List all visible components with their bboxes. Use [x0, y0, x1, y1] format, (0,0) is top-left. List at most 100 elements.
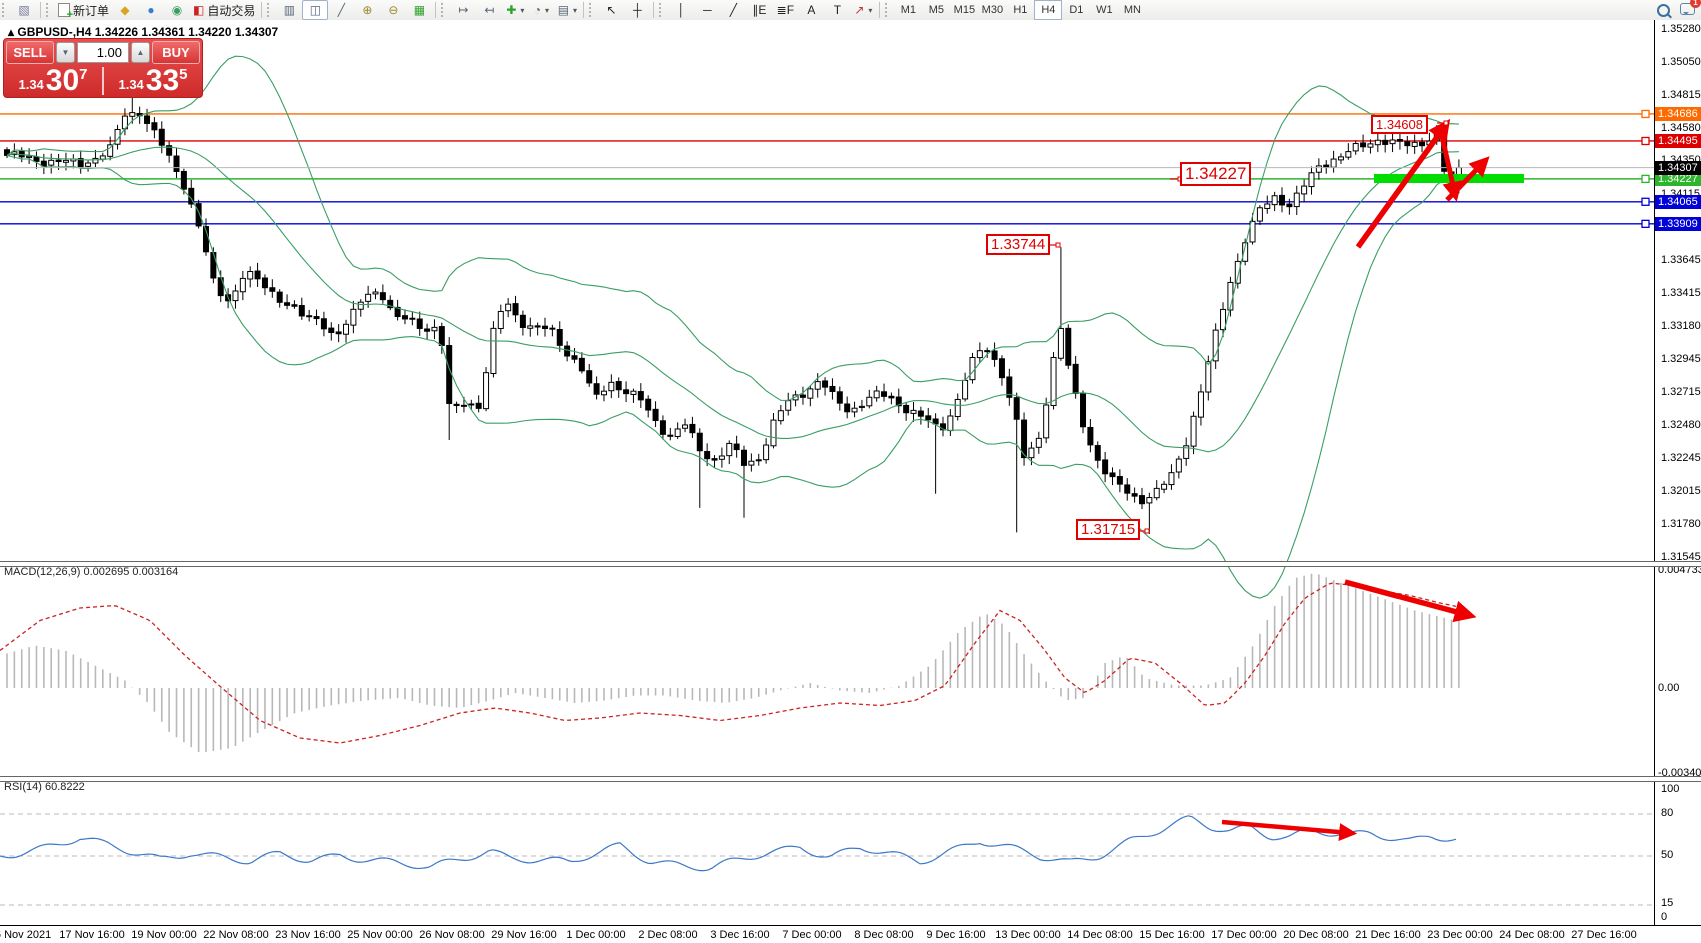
candle — [932, 418, 939, 425]
candle — [711, 458, 718, 461]
toolbar-grip[interactable] — [267, 3, 274, 17]
timeframe-h4[interactable]: H4 — [1034, 0, 1063, 20]
price-annotation-box[interactable]: 1.31715 — [1076, 519, 1141, 540]
text-label-button[interactable]: T — [824, 0, 850, 20]
zoom-out-icon: ⊖ — [388, 3, 399, 17]
time-axis-label: 13 Dec 00:00 — [995, 929, 1061, 941]
toolbar-grip[interactable] — [659, 3, 666, 17]
line-price-label: 1.33909 — [1655, 216, 1701, 231]
auto-scroll-button[interactable]: ↦ — [450, 0, 476, 20]
toolbar-grip[interactable] — [441, 3, 448, 17]
candle — [615, 381, 622, 391]
candle — [269, 287, 276, 292]
horizontal-line-button[interactable]: ─ — [694, 0, 720, 20]
rsi-line[interactable] — [0, 815, 1457, 872]
price-bounce-arrow[interactable] — [1445, 156, 1490, 202]
line-anchor-handle[interactable] — [1641, 109, 1650, 119]
bollinger-lower-band[interactable] — [6, 154, 1459, 599]
volume-up-button[interactable]: ▲ — [131, 42, 150, 63]
candle — [483, 372, 490, 410]
volume-input[interactable]: 1.00 — [77, 42, 129, 63]
search-icon[interactable] — [1657, 3, 1670, 17]
bar-chart-button[interactable]: ▥ — [276, 0, 302, 20]
templates-dropdown[interactable]: ▤ ▾ — [554, 0, 580, 20]
macd-signal-line[interactable] — [0, 582, 1457, 744]
crosshair-button[interactable]: ┼ — [624, 0, 650, 20]
notifications-button[interactable]: 1 — [1680, 0, 1701, 18]
candle — [1337, 156, 1344, 161]
sell-price[interactable]: 1.34 30 7 — [4, 66, 102, 96]
candle — [276, 291, 283, 303]
toolbar-grip[interactable] — [2, 3, 9, 17]
price-tick-label: 1.34580 — [1661, 121, 1701, 134]
sell-button[interactable]: SELL — [6, 41, 54, 64]
candle — [519, 314, 526, 328]
price-annotation-box[interactable]: 1.34608 — [1371, 115, 1428, 134]
price-up-arrow[interactable] — [1355, 118, 1451, 249]
line-price-label: 1.34227 — [1655, 171, 1701, 186]
buy-price[interactable]: 1.34 33 5 — [104, 66, 202, 96]
tile-windows-button[interactable]: ▦ — [406, 0, 432, 20]
candle — [1315, 165, 1322, 173]
candle — [1146, 497, 1153, 504]
bollinger-middle-band[interactable] — [6, 146, 1459, 453]
candle — [807, 388, 814, 399]
zoom-out-button[interactable]: ⊖ — [380, 0, 406, 20]
candle — [284, 302, 291, 306]
timeframe-m15[interactable]: M15 — [953, 4, 976, 16]
timeframe-w1[interactable]: W1 — [1096, 4, 1113, 16]
fibonacci-button[interactable]: ≣F — [772, 0, 798, 20]
periods-dropdown[interactable]: ◔ ▾ — [528, 0, 554, 20]
signals-icon[interactable]: ◉ — [164, 0, 190, 20]
new-order-icon — [58, 3, 73, 21]
toolbar-grip[interactable] — [885, 3, 892, 17]
chevron-down-icon: ▾ — [573, 5, 578, 15]
line-chart-button[interactable]: ╱ — [328, 0, 354, 20]
arrows-dropdown[interactable]: ↗ ▾ — [850, 0, 876, 20]
timeframe-m5[interactable]: M5 — [928, 4, 945, 16]
rsi-down-arrow[interactable] — [1221, 819, 1358, 842]
bollinger-upper-band[interactable] — [6, 55, 1459, 402]
rsi-panel-separator[interactable] — [0, 776, 1701, 782]
community-icon[interactable]: ● — [138, 0, 164, 20]
vertical-line-button[interactable]: │ — [668, 0, 694, 20]
text-button[interactable]: A — [798, 0, 824, 20]
cursor-button[interactable]: ↖ — [598, 0, 624, 20]
new-order-button[interactable]: 新订单 — [55, 0, 112, 21]
line-anchor-handle[interactable] — [1641, 197, 1650, 206]
volume-down-button[interactable]: ▼ — [56, 42, 75, 63]
time-axis[interactable]: 16 Nov 2021 17 Nov 16:00 19 Nov 00:00 22 No… — [0, 925, 1701, 943]
buy-button[interactable]: BUY — [152, 41, 200, 64]
price-annotation-box[interactable]: 1.33744 — [986, 234, 1051, 255]
indicators-dropdown[interactable]: ✚ ▾ — [502, 0, 528, 20]
candle — [468, 403, 475, 406]
macd-panel-separator[interactable] — [0, 561, 1701, 567]
line-anchor-handle[interactable] — [1641, 174, 1650, 184]
line-anchor-handle[interactable] — [1641, 136, 1650, 146]
autotrading-button[interactable]: ◧ 自动交易 — [190, 0, 258, 20]
toolbar-grip[interactable] — [46, 3, 53, 17]
trendline-button[interactable]: ╱ — [720, 0, 746, 20]
timeframe-m1[interactable]: M1 — [900, 4, 917, 16]
candlestick-chart-button[interactable]: ◫ — [302, 0, 329, 20]
time-axis-label: 3 Dec 16:00 — [710, 929, 770, 941]
timeframe-d1[interactable]: D1 — [1069, 4, 1084, 16]
chart-shift-button[interactable]: ↤ — [476, 0, 502, 20]
candle — [1138, 495, 1145, 505]
macd-down-arrow[interactable] — [1344, 579, 1477, 623]
price-tick-label: 1.32245 — [1661, 452, 1701, 465]
toolbar-grip[interactable] — [589, 3, 596, 17]
trade-tickets-icon[interactable]: ◆ — [112, 0, 138, 20]
price-down-arrow[interactable] — [1438, 131, 1463, 202]
chart-window-icon[interactable]: ▧ — [11, 0, 37, 20]
timeframe-mn[interactable]: MN — [1123, 4, 1141, 16]
price-annotation-box[interactable]: 1.34227 — [1180, 162, 1252, 186]
zoom-in-button[interactable]: ⊕ — [354, 0, 380, 20]
candle — [682, 424, 689, 429]
timeframe-m30[interactable]: M30 — [981, 4, 1004, 16]
timeframe-h1[interactable]: H1 — [1013, 4, 1028, 16]
equidistant-channel-button[interactable]: ∥E — [746, 0, 772, 20]
line-anchor-handle[interactable] — [1641, 219, 1650, 228]
candle — [335, 331, 342, 335]
